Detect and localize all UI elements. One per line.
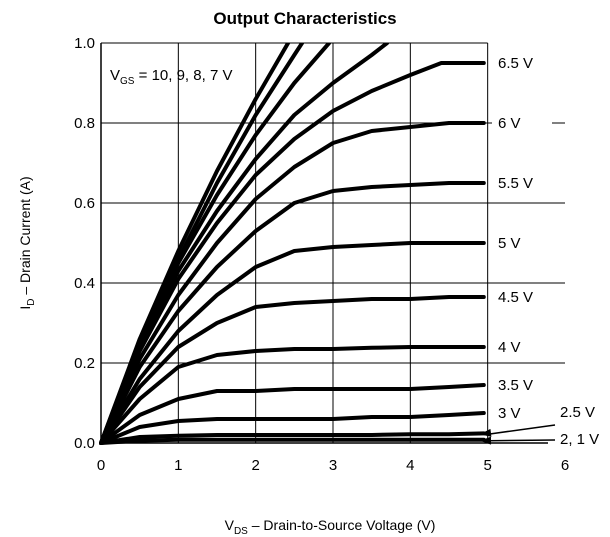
arrow-labels: 2.5 V 2, 1 V bbox=[480, 400, 610, 452]
curve-label-bg bbox=[492, 53, 552, 73]
curve-label-bg bbox=[492, 403, 552, 423]
series-line-6-5-v bbox=[99, 61, 486, 445]
x-tick-label: 4 bbox=[406, 457, 414, 474]
chart-title: Output Characteristics bbox=[213, 9, 396, 28]
y-tick-labels: 0.0 0.2 0.4 0.6 0.8 1.0 bbox=[74, 35, 95, 452]
curve-label: 3 V bbox=[498, 405, 521, 422]
arrow-label-bg bbox=[548, 400, 610, 452]
curve-label: 5.5 V bbox=[498, 175, 533, 192]
curve-label-bg bbox=[492, 113, 552, 133]
y-tick-label: 1.0 bbox=[74, 35, 95, 52]
series-line-3-v bbox=[99, 411, 486, 445]
x-tick-label: 6 bbox=[561, 457, 569, 474]
x-tick-label: 5 bbox=[483, 457, 491, 474]
curve-labels: 6.5 V 6 V 5.5 V 5 V 4.5 V 4 V 3.5 V 3 V bbox=[492, 53, 552, 423]
x-tick-label: 0 bbox=[97, 457, 105, 474]
series-line-3-5-v bbox=[99, 383, 486, 445]
series-line-2-1-v bbox=[99, 437, 486, 445]
series-line-6-v bbox=[99, 121, 486, 445]
y-tick-label: 0.8 bbox=[74, 115, 95, 132]
arrow-label: 2, 1 V bbox=[560, 431, 599, 448]
curve-label: 4 V bbox=[498, 339, 521, 356]
x-tick-label: 3 bbox=[329, 457, 337, 474]
curve-label: 6.5 V bbox=[498, 55, 533, 72]
y-axis-label: ID – Drain Current (A) bbox=[17, 176, 37, 309]
series-line-4-5-v bbox=[99, 295, 486, 445]
series-line-5-5-v bbox=[99, 181, 486, 445]
x-tick-label: 1 bbox=[174, 457, 182, 474]
y-tick-label: 0.0 bbox=[74, 435, 95, 452]
series-group bbox=[99, 43, 486, 445]
x-tick-label: 2 bbox=[251, 457, 259, 474]
x-tick-labels: 0 1 2 3 4 5 6 bbox=[97, 457, 569, 474]
curve-label: 4.5 V bbox=[498, 289, 533, 306]
arrow-label: 2.5 V bbox=[560, 404, 595, 421]
series-line-4-v bbox=[99, 345, 486, 445]
curve-label-bg bbox=[492, 375, 552, 395]
arrowhead bbox=[480, 428, 492, 437]
curve-label: 5 V bbox=[498, 235, 521, 252]
curve-label-bg bbox=[492, 337, 552, 357]
series-line-5-v bbox=[99, 241, 486, 445]
curve-label-bg bbox=[492, 287, 552, 307]
y-tick-label: 0.2 bbox=[74, 355, 95, 372]
y-tick-label: 0.4 bbox=[74, 275, 95, 292]
curve-label-bg bbox=[492, 173, 552, 193]
y-tick-label: 0.6 bbox=[74, 195, 95, 212]
series-line-2-5-v bbox=[99, 431, 486, 445]
arrowhead bbox=[480, 436, 492, 445]
vgs-note: VGS = 10, 9, 8, 7 V bbox=[110, 67, 232, 87]
series-line-7-v bbox=[99, 43, 390, 445]
curve-label-bg bbox=[492, 233, 552, 253]
curve-label: 3.5 V bbox=[498, 377, 533, 394]
curve-label: 6 V bbox=[498, 115, 521, 132]
arrow-line bbox=[487, 439, 556, 442]
arrow-line bbox=[487, 424, 556, 435]
x-axis-label: VDS – Drain-to-Source Voltage (V) bbox=[225, 517, 436, 537]
